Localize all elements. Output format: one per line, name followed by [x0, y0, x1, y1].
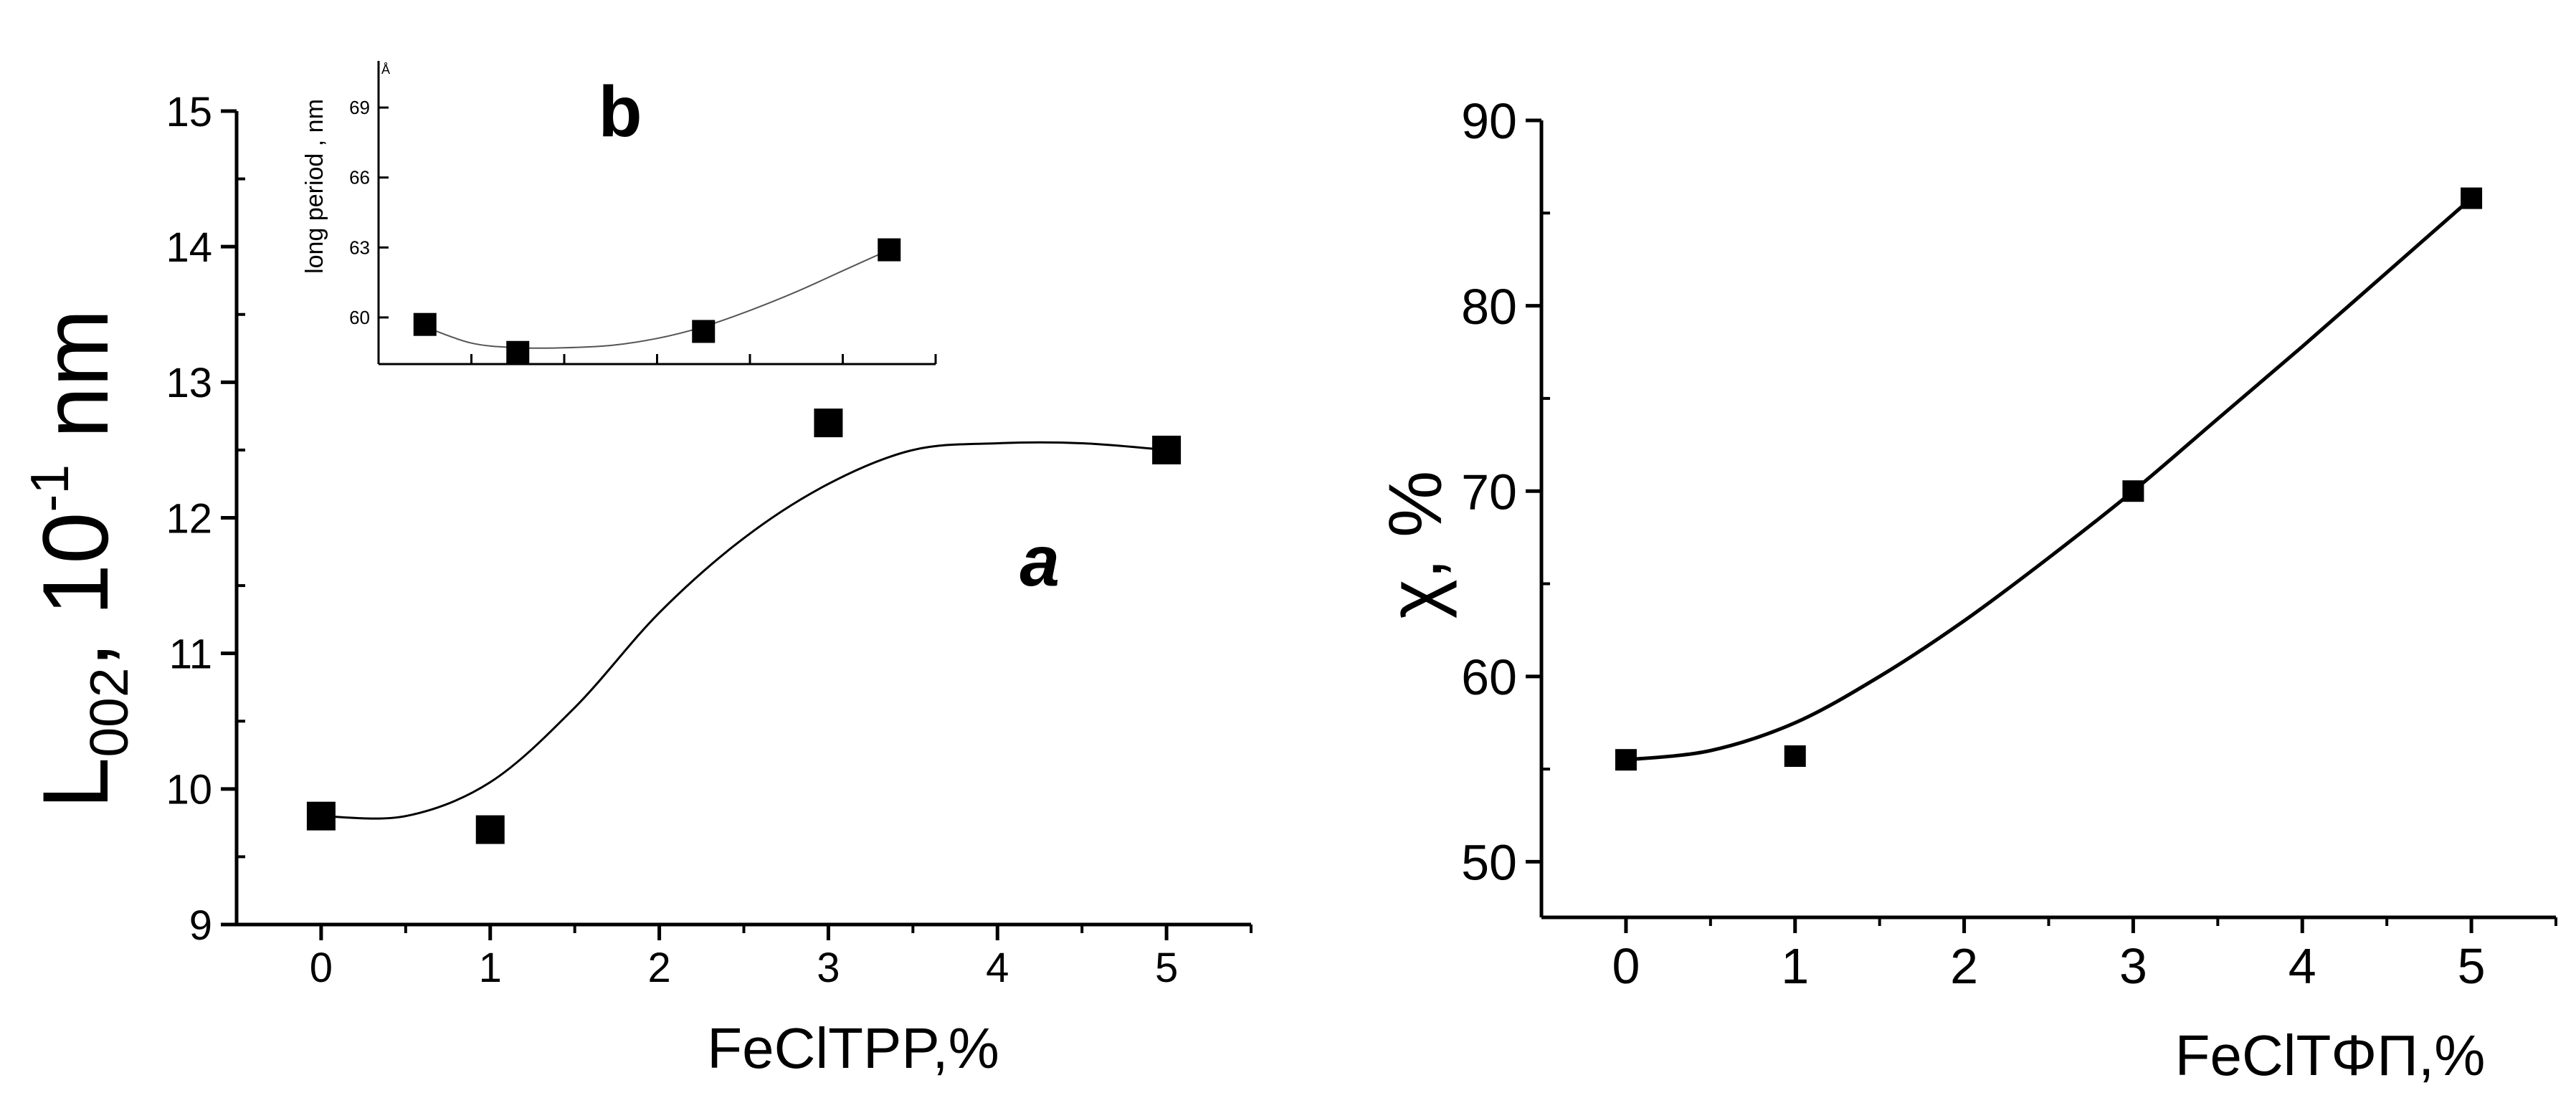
left-x-tick-label: 3 [817, 945, 840, 991]
left-y-tick-label: 11 [169, 631, 212, 678]
right-y-tick-label: 90 [1461, 93, 1517, 149]
left-fit-curve [320, 441, 1167, 820]
right-data-point [1784, 745, 1806, 768]
right-y-tick-label: 80 [1461, 279, 1517, 335]
left-ylabel-main: L [23, 758, 128, 809]
inset-y-tick-label: 63 [349, 237, 370, 258]
right-x-tick-label: 0 [1612, 938, 1640, 994]
right-fit-curve [1625, 196, 2473, 762]
inset-data-point [506, 340, 530, 364]
left-annotation-label: a [1020, 521, 1060, 601]
inset-data-point [878, 238, 901, 262]
right-x-tick-label: 3 [2119, 938, 2147, 994]
left-x-tick-label: 5 [1155, 945, 1178, 991]
left-x-tick-label: 4 [986, 945, 1009, 991]
right-x-tick-label: 4 [2289, 938, 2316, 994]
right-data-point [2122, 480, 2144, 502]
inset-y-tick-label: 60 [349, 307, 370, 328]
left-x-tick-label: 2 [647, 945, 670, 991]
left-y-tick-label: 12 [166, 495, 212, 542]
right-x-tick-label: 2 [1950, 938, 1978, 994]
right-x-axis-label: FeClTΦΠ,% [2175, 1023, 2486, 1087]
left-ylabel-unit: nm [23, 309, 128, 464]
inset-y-tick-label: 69 [349, 97, 370, 118]
left-x-axis-label: FeClTPP,% [707, 1016, 999, 1080]
right-x-tick-label: 1 [1781, 938, 1809, 994]
inset-data-point [692, 320, 716, 343]
inset-y-tick-label: 66 [349, 167, 370, 188]
inset-data-point [413, 312, 437, 336]
left-ylabel-sub: 002 [79, 667, 139, 757]
right-data-point [2461, 187, 2483, 209]
right-y-axis-label: χ, % [1374, 471, 1458, 619]
chart-right: χ, % FeClTΦΠ,% 0 1 2 3 4 5 50 60 70 80 90 [1374, 93, 2557, 1087]
left-y-tick-label: 10 [166, 767, 212, 813]
right-x-tick-label: 5 [2458, 938, 2486, 994]
left-ylabel-sup: -1 [19, 464, 80, 512]
left-ylabel-sep: , 10 [23, 512, 128, 668]
left-y-tick-label: 15 [166, 89, 212, 135]
left-x-tick-label: 1 [479, 945, 502, 991]
inset-y-axis-label: long period , nm [301, 99, 328, 274]
left-y-tick-label: 13 [166, 360, 212, 406]
left-y-tick-label: 14 [166, 224, 212, 271]
left-data-point [1152, 435, 1182, 464]
left-data-point [306, 801, 336, 831]
left-data-point [475, 815, 505, 844]
right-y-tick-label: 50 [1461, 835, 1517, 891]
right-data-point [1615, 749, 1637, 771]
inset-fit-curve [424, 249, 890, 349]
chart-left: L002, 10-1 nm FeClTPP,% 0 1 2 3 4 59101112131… [19, 61, 1253, 1080]
inset-panel-label: b [598, 72, 642, 152]
inset-corner-mark: Å [381, 62, 390, 77]
left-y-axis-label: L002, 10-1 nm [19, 309, 139, 809]
right-y-tick-label: 60 [1461, 649, 1517, 705]
right-y-tick-label: 70 [1461, 464, 1517, 520]
left-y-tick-label: 9 [189, 902, 212, 949]
left-x-tick-label: 0 [310, 945, 333, 991]
left-data-point [814, 409, 843, 438]
